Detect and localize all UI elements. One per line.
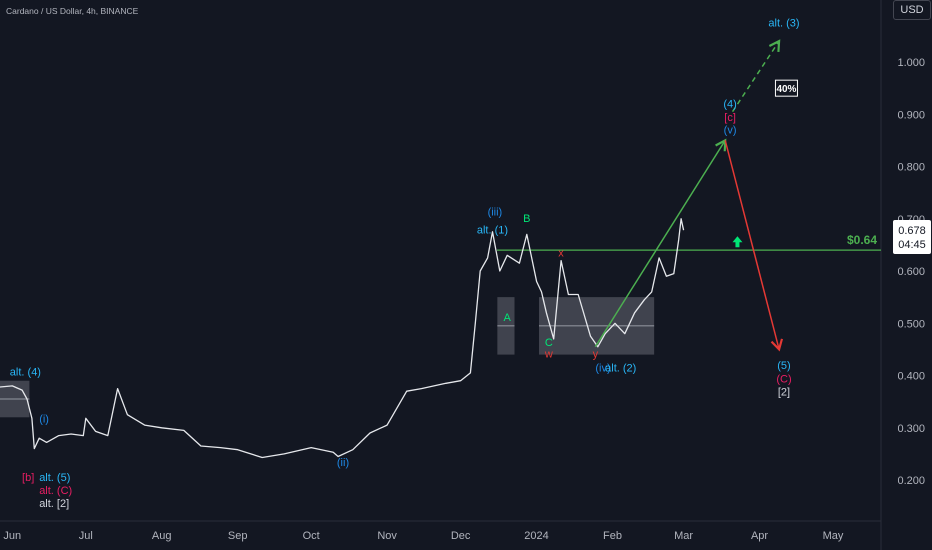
x-tick-4: Oct	[303, 530, 320, 542]
annotation-5: alt. [2]	[39, 498, 69, 510]
x-tick-3: Sep	[228, 530, 248, 542]
x-tick-10: Apr	[751, 530, 768, 542]
annotation-20: alt. (3)	[768, 17, 799, 29]
annotation-19: (v)	[724, 125, 737, 137]
x-tick-5: Nov	[377, 530, 397, 542]
y-tick-7: 0.300	[897, 423, 925, 435]
annotation-16: alt. (2)	[605, 362, 636, 374]
annotation-6: (ii)	[337, 457, 349, 469]
current-price-value: 0.678	[898, 225, 926, 237]
annotation-11: x	[558, 247, 564, 259]
y-tick-0: 1.000	[897, 57, 925, 69]
annotation-4: alt. (C)	[39, 485, 72, 497]
up-arrow-icon	[732, 236, 743, 248]
x-tick-1: Jul	[79, 530, 93, 542]
annotation-7: (iii)	[488, 207, 503, 219]
annotation-17: (4)	[723, 98, 736, 110]
x-tick-6: Dec	[451, 530, 471, 542]
y-tick-4: 0.600	[897, 266, 925, 278]
annotation-2: [b]	[22, 472, 34, 484]
annotation-14: y	[593, 349, 599, 361]
candle-countdown: 04:45	[898, 239, 926, 251]
annotation-3: alt. (5)	[39, 472, 70, 484]
y-tick-1: 0.900	[897, 109, 925, 121]
y-tick-5: 0.500	[897, 318, 925, 330]
annotation-15: (iv)	[595, 362, 610, 374]
annotation-10: A	[503, 312, 511, 324]
x-tick-0: Jun	[3, 530, 21, 542]
x-tick-7: 2024	[524, 530, 548, 542]
probability-badge-text: 40%	[776, 84, 796, 95]
projection-0	[594, 138, 727, 348]
projection-2	[724, 140, 784, 352]
chart-title: Cardano / US Dollar, 4h, BINANCE	[6, 6, 139, 16]
price-level-line: $0.64	[497, 233, 881, 251]
x-axis[interactable]: Jun Jul Aug Sep Oct Nov Dec 2024 Feb Mar Apr May	[3, 530, 844, 542]
current-price-tag: 0.678 04:45	[893, 220, 931, 254]
projection-arrows	[594, 39, 784, 352]
price-tag-box	[893, 220, 931, 254]
probability-badge	[774, 79, 798, 97]
annotation-23: [2]	[778, 386, 790, 398]
currency-button[interactable]: USD	[893, 0, 931, 20]
wave-annotations: alt. (4) (i) [b] alt. (5)alt. (C)alt. [2] (i…	[10, 17, 800, 510]
annotation-21: (5)	[777, 360, 790, 372]
annotation-22: (C)	[776, 373, 791, 385]
price-line	[0, 218, 685, 459]
x-tick-2: Aug	[152, 530, 172, 542]
x-tick-8: Feb	[603, 530, 622, 542]
annotation-0: alt. (4)	[10, 367, 41, 379]
level-label: $0.64	[847, 233, 877, 247]
y-tick-8: 0.200	[897, 475, 925, 487]
annotation-13: w	[544, 349, 553, 361]
annotation-12: C	[545, 337, 553, 349]
annotation-18: [c]	[724, 112, 736, 124]
annotation-1: (i)	[39, 414, 49, 426]
y-tick-2: 0.800	[897, 162, 925, 174]
annotation-9: B	[523, 213, 530, 225]
annotation-8: alt. (1)	[477, 224, 508, 236]
x-tick-11: May	[823, 530, 844, 542]
y-tick-6: 0.400	[897, 371, 925, 383]
x-tick-9: Mar	[674, 530, 693, 542]
price-series	[0, 218, 685, 459]
